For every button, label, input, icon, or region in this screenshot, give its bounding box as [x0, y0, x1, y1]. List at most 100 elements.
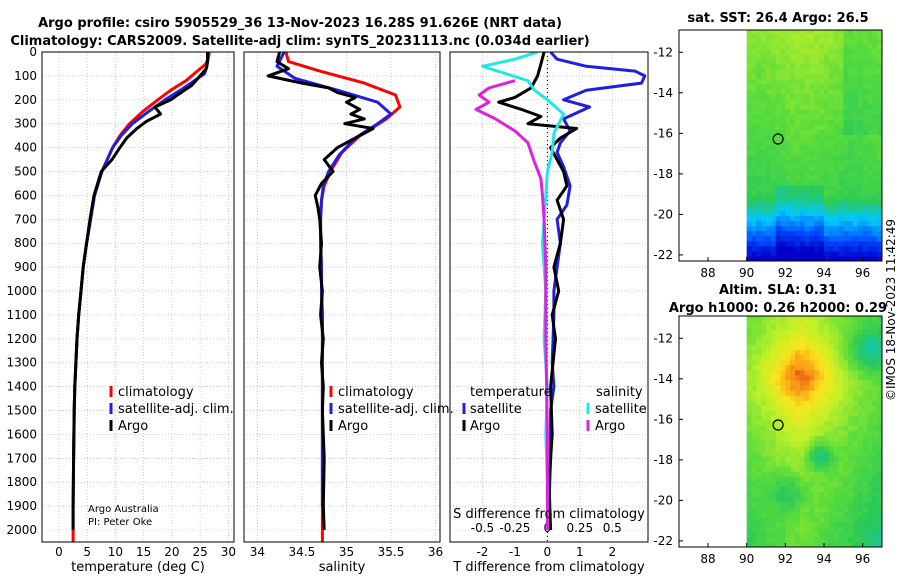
map-cell [761, 400, 767, 406]
map-cell [780, 38, 786, 44]
map-cell [756, 190, 762, 196]
map-cell [761, 319, 767, 325]
map-cell [770, 195, 777, 201]
map-cell [814, 235, 820, 242]
map-cell [780, 154, 786, 161]
map-cell [809, 541, 815, 547]
map-cell [766, 491, 772, 497]
map-cell [862, 415, 869, 421]
map-cell [770, 169, 777, 176]
map-cell [877, 476, 882, 482]
map-cell [751, 98, 757, 105]
map-cell [867, 149, 873, 156]
map-cell [775, 149, 782, 156]
map-cell [867, 435, 873, 442]
map-cell [775, 511, 782, 518]
map-cell [780, 435, 786, 442]
map-cell [872, 124, 878, 130]
map-cell [770, 395, 777, 401]
map-cell [795, 501, 801, 508]
map-cell [761, 445, 767, 452]
map-cell [857, 339, 864, 345]
map-cell [770, 185, 777, 191]
map-cell [799, 531, 806, 538]
map-cell [766, 179, 772, 186]
map-cell [746, 164, 753, 171]
map-cell [824, 159, 830, 166]
map-cell [751, 374, 757, 381]
map-cell [809, 240, 815, 247]
salinity-x-label: salinity [319, 560, 366, 575]
map-cell [824, 33, 830, 39]
map-cell [751, 245, 757, 252]
map-cell [751, 119, 757, 125]
map-cell [867, 506, 873, 513]
map-cell [770, 369, 777, 376]
map-cell [780, 521, 786, 528]
map-cell [828, 230, 835, 237]
map-cell [804, 225, 811, 232]
map-cell [780, 230, 786, 237]
map-cell [785, 58, 791, 65]
map-cell [785, 526, 791, 533]
map-cell [795, 164, 801, 171]
map-cell [770, 455, 777, 462]
map-cell [867, 511, 873, 518]
panel-frame [243, 51, 441, 543]
map-cell [799, 154, 806, 161]
legend-clim-label: climatology [338, 385, 414, 400]
map-cell [770, 316, 777, 320]
map-cell [843, 425, 849, 432]
map-cell [872, 58, 878, 65]
map-cell [814, 496, 820, 502]
map-cell [799, 521, 806, 528]
map-cell [785, 38, 791, 44]
map-cell [795, 38, 801, 44]
map-cell [814, 501, 820, 508]
map-cell [872, 481, 878, 487]
map-cell [828, 455, 835, 462]
map-cell [785, 379, 791, 386]
map-cell [828, 240, 835, 247]
map-cell [814, 240, 820, 247]
y-tick-label: 1300 [6, 356, 37, 370]
map-cell [867, 455, 873, 462]
map-cell [857, 354, 864, 361]
map-cell [799, 98, 806, 105]
map-y-tick-label: -12 [653, 45, 673, 59]
map-cell [872, 220, 878, 227]
map-cell [828, 349, 835, 356]
map-cell [761, 215, 767, 222]
map-cell [799, 104, 806, 110]
map-cell [872, 43, 878, 49]
map-cell [838, 205, 844, 211]
map-cell [761, 435, 767, 442]
map-cell [853, 430, 859, 437]
map-cell [857, 369, 864, 376]
map-cell [746, 364, 753, 371]
map-cell [790, 240, 796, 247]
map-cell [819, 511, 825, 518]
map-cell [872, 349, 878, 356]
map-cell [857, 195, 864, 201]
map-cell [819, 521, 825, 528]
map-cell [766, 420, 772, 427]
map-cell [848, 410, 854, 416]
map-cell [828, 541, 835, 547]
map-cell [785, 369, 791, 376]
map-cell [785, 139, 791, 146]
map-cell [862, 129, 869, 135]
map-cell [790, 344, 796, 351]
map-cell [756, 379, 762, 386]
map-cell [746, 440, 753, 447]
map-cell [814, 339, 820, 345]
sst-map: 88 90 92 94 96-12-14-16-18-20-22 [653, 29, 883, 280]
map-cell [795, 109, 801, 115]
map-cell [838, 190, 844, 196]
map-cell [809, 154, 815, 161]
map-cell [770, 359, 777, 366]
map-cell [862, 53, 869, 59]
map-cell [838, 134, 844, 141]
map-cell [857, 319, 864, 325]
map-cell [838, 425, 844, 432]
